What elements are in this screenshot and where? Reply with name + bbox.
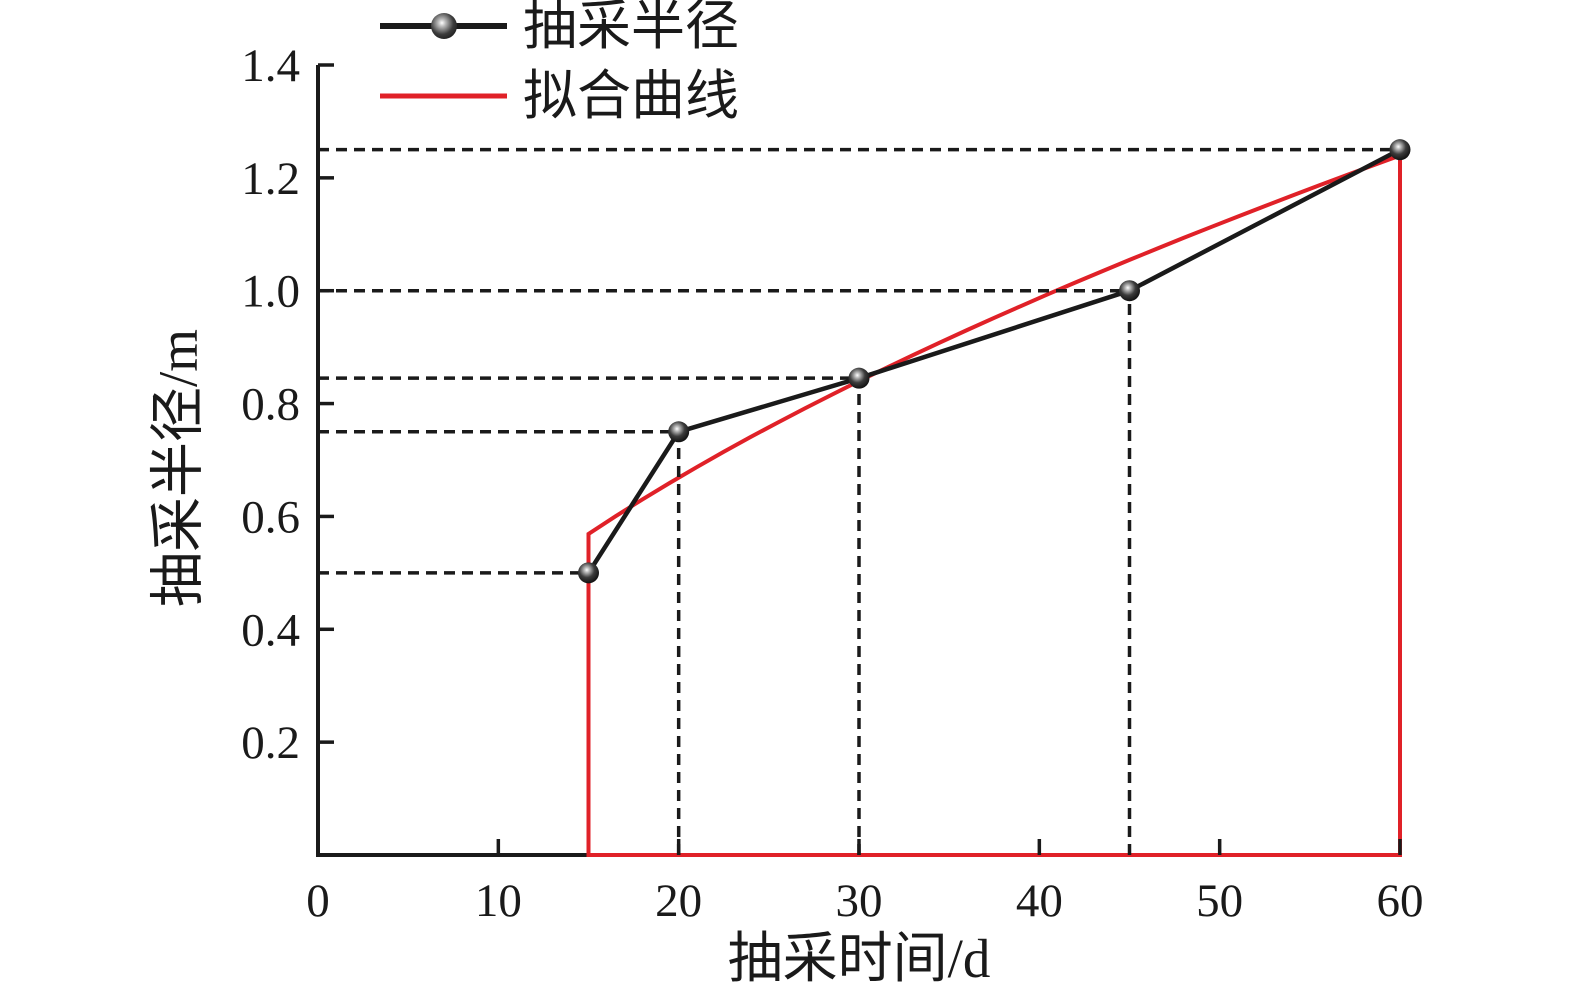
legend-label-radius: 抽采半径: [523, 0, 739, 56]
data-point-marker: [668, 421, 690, 443]
data-point-marker: [578, 562, 599, 584]
legend-red-line-sample: [380, 82, 507, 110]
data-point-marker: [1389, 139, 1411, 161]
x-tick-label: 20: [655, 875, 702, 927]
x-tick-label: 10: [475, 875, 522, 927]
legend-label-fit: 拟合曲线: [523, 66, 739, 126]
y-tick-label: 1.4: [241, 40, 300, 92]
data-point-marker: [1119, 280, 1140, 302]
radius-series-line: [586, 147, 1402, 575]
y-axis-title: 抽采半径/m: [147, 328, 209, 608]
y-tick-label: 0.2: [241, 717, 300, 769]
y-tick-label: 0.6: [241, 491, 300, 543]
legend-item-fit: 拟合曲线: [380, 61, 739, 131]
legend-red-line: [380, 93, 507, 99]
y-tick-label: 1.0: [241, 266, 300, 318]
x-tick-label: 40: [1016, 875, 1063, 927]
x-tick-label: 30: [836, 875, 883, 927]
y-tick-label: 1.2: [241, 153, 300, 205]
legend-item-radius: 抽采半径: [380, 0, 739, 61]
x-tick-label: 50: [1196, 875, 1243, 927]
y-tick-label: 0.8: [241, 379, 300, 431]
fit-curve: [586, 152, 1402, 857]
x-tick-label: 60: [1377, 875, 1424, 927]
legend: 抽采半径 拟合曲线: [380, 0, 739, 131]
data-point-marker: [848, 367, 870, 389]
sphere-marker-icon: [430, 13, 457, 39]
x-axis-title: 抽采时间/d: [727, 928, 991, 989]
y-tick-label: 0.4: [241, 604, 300, 656]
legend-line-marker-sample: [380, 12, 507, 40]
x-tick-label: 0: [306, 875, 330, 927]
